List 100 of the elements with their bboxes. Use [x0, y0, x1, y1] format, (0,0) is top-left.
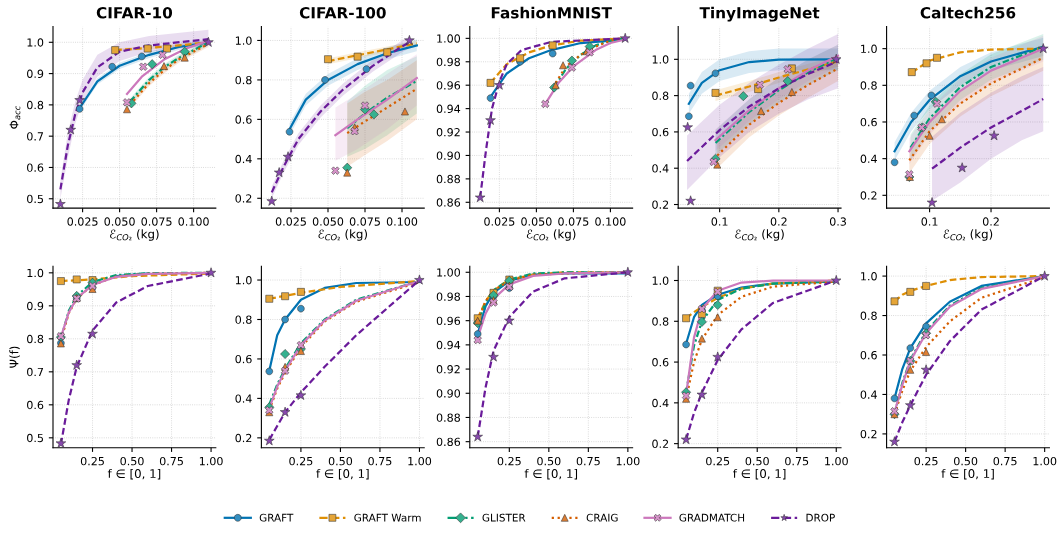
y-tick-label: 0.90 [436, 151, 461, 160]
x-tick-label: 0.075 [141, 217, 172, 226]
legend-label: DROP [806, 513, 835, 522]
y-tick-label: 0.6 [27, 400, 44, 410]
y-tick-label: 1.0 [861, 44, 877, 54]
y-tick-label: 0.9 [27, 301, 44, 311]
y-tick-label: 0.2 [860, 191, 877, 200]
y-tick-label: 0.2 [235, 194, 252, 203]
y-tick-label: 0.98 [436, 57, 461, 67]
y-tick-label: 0.8 [235, 315, 252, 324]
x-tick-label: 0.050 [521, 217, 552, 226]
y-tick-label: 0.98 [436, 292, 461, 301]
x-tick-label: 0.25 [80, 456, 104, 466]
x-tick-label: 0.100 [386, 217, 418, 226]
x-tick-label: 1.00 [825, 456, 848, 466]
y-tick-label: 0.88 [436, 174, 461, 184]
x-axis-title: f ∈ [0, 1] [107, 468, 161, 480]
y-tick-label: 0.6 [235, 115, 252, 124]
chart-title: CIFAR-10 [96, 6, 173, 19]
y-tick-label: 0.8 [652, 91, 669, 100]
y-tick-label: 0.96 [436, 81, 461, 90]
y-tick-label: 0.92 [436, 128, 460, 137]
y-tick-label: 1.00 [437, 268, 461, 277]
x-tick-label: 0.100 [595, 217, 626, 226]
y-tick-label: 0.8 [652, 317, 669, 326]
y-axis-title: Ψ(f) [9, 346, 20, 368]
y-tick-label: 1.0 [652, 55, 669, 64]
y-tick-label: 0.6 [235, 354, 252, 364]
y-tick-label: 0.6 [860, 117, 877, 127]
x-axis-title: f ∈ [0, 1] [733, 468, 786, 480]
y-tick-label: 0.5 [27, 194, 43, 204]
x-tick-label: 0.50 [745, 456, 769, 466]
legend-label: GRAFT [259, 513, 294, 522]
x-axis-title: f ∈ [0, 1] [316, 468, 369, 480]
chart-title: TinyImageNet [699, 6, 820, 22]
y-tick-label: 0.4 [652, 164, 669, 173]
y-tick-label: 1.00 [437, 34, 461, 43]
x-tick-label: 0.2 [770, 217, 787, 226]
x-tick-label: 1.00 [408, 456, 432, 466]
y-tick-label: 0.86 [436, 437, 461, 447]
y-tick-label: 0.8 [235, 75, 252, 85]
y-tick-label: 1.0 [235, 36, 252, 45]
x-tick-label: 1.00 [199, 456, 223, 466]
x-tick-label: 0.25 [497, 456, 521, 466]
x-axis-title: ℰ$_{CO₂}$ (kg) [943, 229, 993, 241]
y-tick-label: 0.2 [652, 200, 669, 209]
y-tick-label: 0.6 [860, 350, 877, 360]
y-tick-label: 1.0 [861, 272, 877, 281]
y-tick-label: 0.94 [436, 340, 461, 350]
y-tick-label: 0.2 [652, 439, 669, 449]
x-tick-label: 0.50 [328, 456, 353, 466]
y-tick-label: 0.5 [27, 433, 43, 443]
x-axis-title: f ∈ [0, 1] [941, 468, 994, 480]
legend-label: GLISTER [482, 513, 526, 522]
y-tick-label: 0.94 [436, 104, 461, 113]
x-tick-label: 0.75 [368, 456, 392, 466]
x-axis-title: ℰ$_{CO₂}$ (kg) [110, 229, 159, 241]
x-tick-label: 0.75 [993, 456, 1017, 466]
legend-label: GRADMATCH [679, 513, 745, 522]
y-tick-label: 0.8 [27, 334, 44, 344]
x-axis-title: f ∈ [0, 1] [524, 468, 578, 480]
x-tick-label: 0.2 [982, 217, 999, 226]
y-tick-label: 0.2 [235, 433, 252, 443]
y-tick-label: 0.6 [27, 163, 44, 172]
x-tick-label: 0.025 [275, 217, 306, 226]
y-tick-label: 0.92 [436, 365, 460, 374]
x-tick-label: 0.75 [159, 456, 183, 466]
x-tick-label: 0.25 [289, 456, 313, 466]
x-tick-label: 0.25 [914, 456, 938, 466]
y-tick-label: 0.7 [27, 367, 44, 377]
y-tick-label: 0.8 [27, 100, 44, 110]
legend-label: CRAIG [586, 513, 618, 522]
y-tick-label: 0.6 [652, 358, 669, 367]
y-tick-label: 0.2 [860, 429, 877, 439]
x-tick-label: 0.1 [921, 217, 938, 226]
legend-label: GRAFT Warm [354, 513, 421, 522]
y-tick-label: 0.4 [652, 398, 669, 408]
y-tick-label: 0.8 [860, 311, 877, 320]
x-tick-label: 1.00 [616, 456, 640, 466]
x-axis-title: ℰ$_{CO₂}$ (kg) [526, 229, 576, 241]
x-tick-label: 0.075 [349, 217, 380, 226]
x-tick-label: 0.025 [67, 217, 98, 226]
x-tick-label: 0.50 [537, 456, 561, 466]
x-axis-title: ℰ$_{CO₂}$ (kg) [735, 229, 784, 241]
y-tick-label: 0.8 [860, 81, 877, 90]
y-tick-label: 1.0 [27, 268, 44, 278]
x-tick-label: 0.1 [711, 217, 728, 226]
y-tick-label: 0.4 [860, 390, 877, 399]
x-tick-label: 0.050 [312, 217, 344, 226]
y-tick-label: 0.88 [436, 413, 461, 422]
x-tick-label: 0.25 [706, 456, 730, 466]
y-tick-label: 0.7 [27, 132, 44, 141]
chart-title: CIFAR-100 [299, 6, 386, 19]
y-tick-label: 0.4 [860, 154, 877, 164]
chart-title: Caltech256 [920, 6, 1016, 19]
x-tick-label: 0.50 [120, 456, 144, 466]
x-tick-label: 0.025 [484, 217, 515, 226]
y-tick-label: 0.4 [235, 154, 252, 164]
x-tick-label: 1.00 [1033, 456, 1057, 466]
y-tick-label: 1.0 [235, 276, 252, 285]
